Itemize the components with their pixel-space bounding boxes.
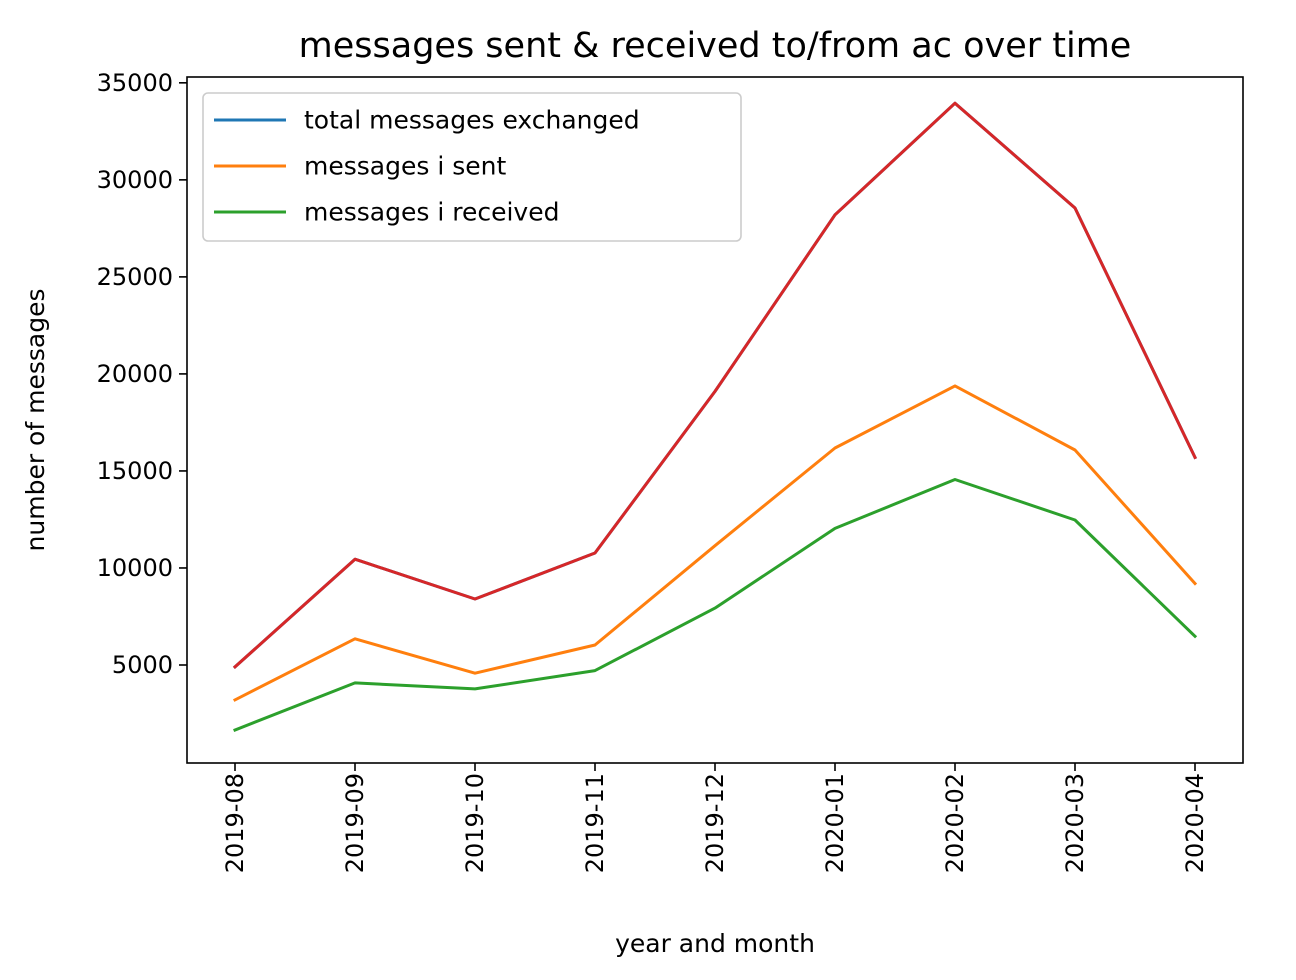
- y-axis: 5000 10000 15000 20000 25000 30000 35000: [97, 69, 187, 679]
- x-tick-label: 2019-09: [341, 773, 369, 873]
- x-axis: 2019-08 2019-09 2019-10 2019-11 2019-12 2020-…: [221, 763, 1209, 873]
- x-tick-label: 2019-11: [581, 773, 609, 873]
- y-tick-label: 15000: [97, 457, 173, 485]
- y-tick-label: 35000: [97, 69, 173, 97]
- x-tick-label: 2020-04: [1181, 773, 1209, 873]
- x-axis-label: year and month: [615, 929, 815, 958]
- y-axis-label: number of messages: [21, 289, 50, 552]
- y-tick-label: 25000: [97, 263, 173, 291]
- series-line-messages-i-received: [233, 478, 1198, 732]
- legend: total messages exchanged messages i sent m…: [202, 92, 742, 242]
- chart-title: messages sent & received to/from ac over…: [299, 26, 1132, 66]
- legend-box: [202, 92, 742, 242]
- y-tick-label: 20000: [97, 360, 173, 388]
- legend-label: messages i sent: [304, 152, 506, 181]
- x-tick-label: 2020-03: [1061, 773, 1089, 873]
- x-tick-label: 2019-12: [701, 773, 729, 873]
- x-tick-label: 2020-01: [821, 773, 849, 873]
- x-tick-label: 2019-10: [461, 773, 489, 873]
- series-line-unlabeled-3: [232, 101, 1198, 670]
- series-lines: [232, 101, 1198, 732]
- series-line-messages-i-sent: [232, 384, 1198, 702]
- legend-label: messages i received: [304, 198, 559, 227]
- x-tick-label: 2019-08: [221, 773, 249, 873]
- y-tick-label: 10000: [97, 554, 173, 582]
- y-tick-label: 30000: [97, 166, 173, 194]
- y-tick-label: 5000: [112, 651, 173, 679]
- x-tick-label: 2020-02: [941, 773, 969, 873]
- legend-label: total messages exchanged: [304, 106, 640, 135]
